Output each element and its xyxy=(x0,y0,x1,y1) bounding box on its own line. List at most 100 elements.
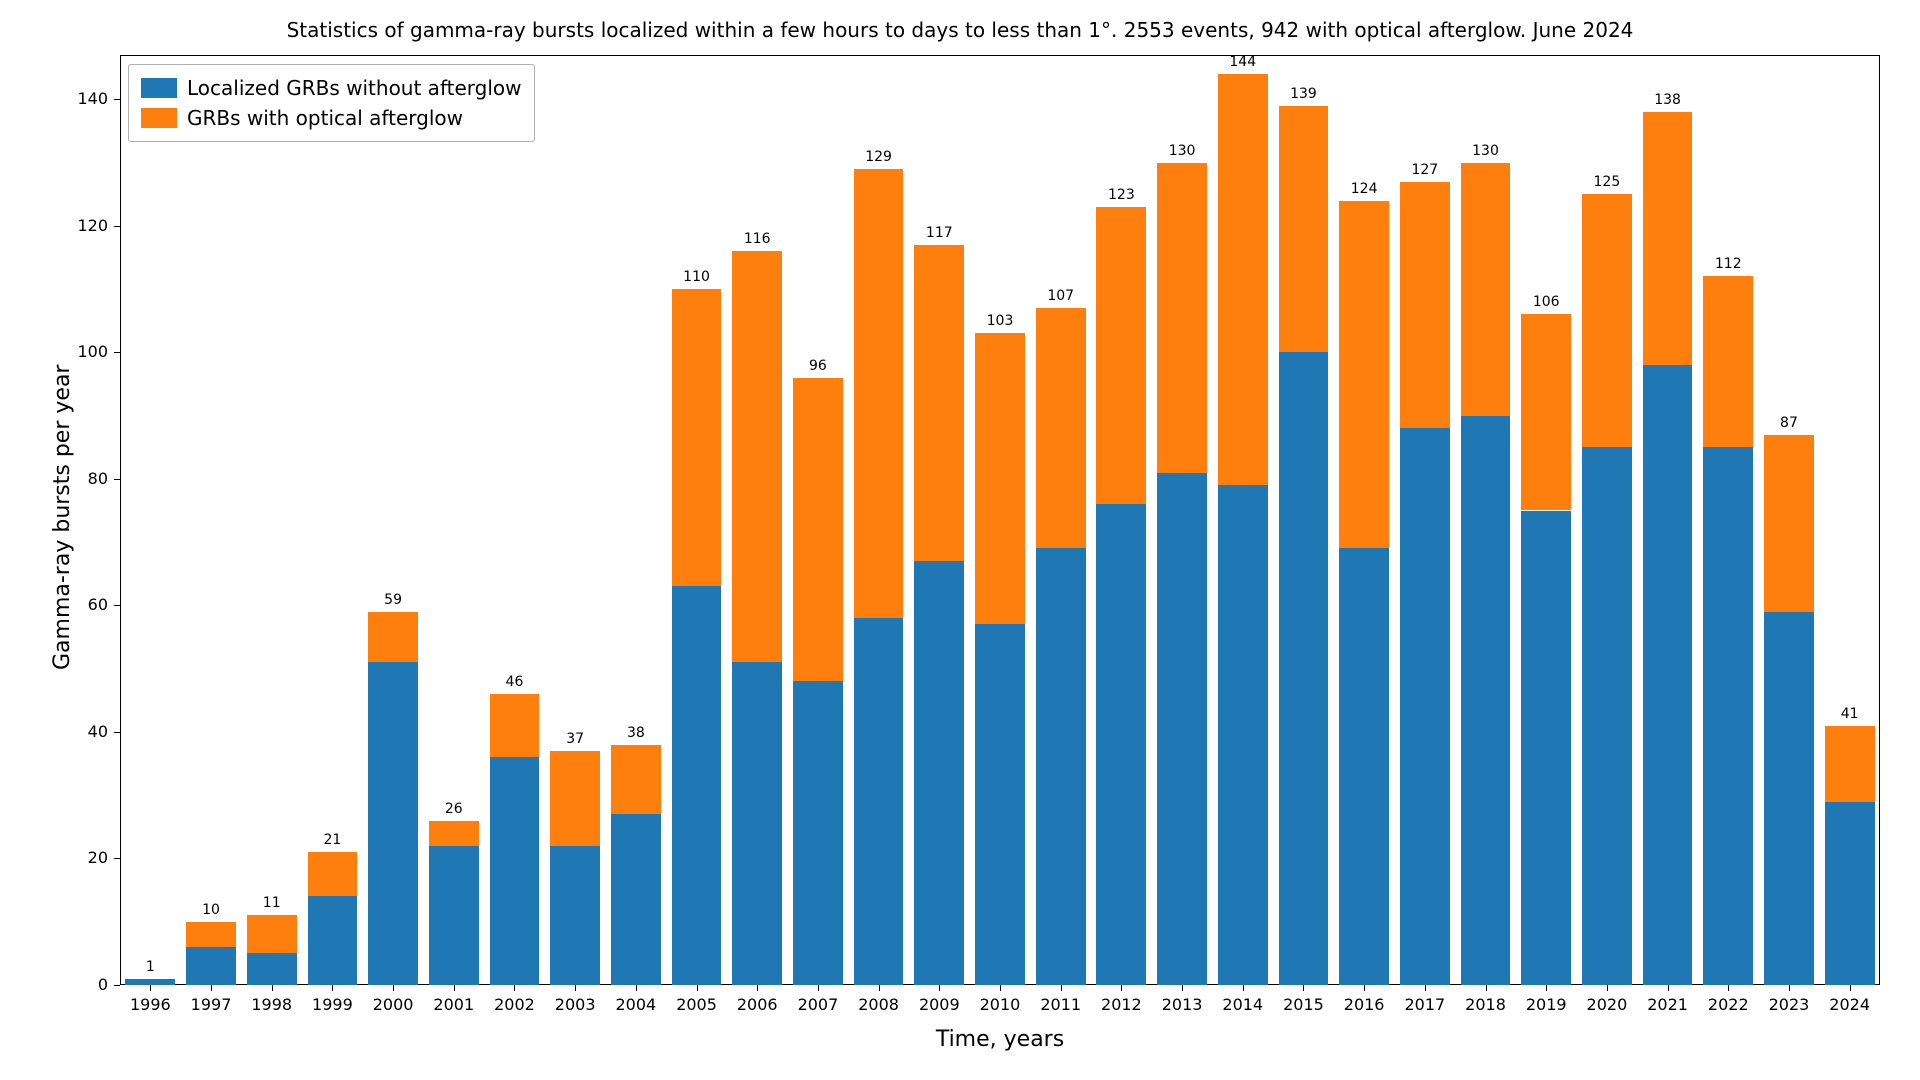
bar-with-afterglow xyxy=(1461,163,1511,416)
x-tick xyxy=(1668,985,1669,991)
y-tick xyxy=(114,732,120,733)
bar-total-label: 112 xyxy=(1698,256,1758,272)
bar-with-afterglow xyxy=(1825,726,1875,802)
bar-with-afterglow xyxy=(1764,435,1814,612)
bar-total-label: 106 xyxy=(1516,294,1576,310)
bar-with-afterglow xyxy=(672,289,722,586)
bar-without-afterglow xyxy=(1218,485,1268,985)
bar-without-afterglow xyxy=(1703,447,1753,985)
x-tick-label: 2017 xyxy=(1394,995,1455,1014)
bar-without-afterglow xyxy=(368,662,418,985)
y-tick-label: 40 xyxy=(64,722,108,741)
bar-total-label: 138 xyxy=(1638,92,1698,108)
x-tick xyxy=(393,985,394,991)
bar-without-afterglow xyxy=(1764,612,1814,985)
bar-without-afterglow xyxy=(732,662,782,985)
x-tick-label: 2016 xyxy=(1334,995,1395,1014)
x-tick xyxy=(1061,985,1062,991)
x-tick-label: 2004 xyxy=(606,995,667,1014)
x-tick-label: 2023 xyxy=(1759,995,1820,1014)
bar-total-label: 125 xyxy=(1577,174,1637,190)
x-tick-label: 2008 xyxy=(848,995,909,1014)
x-tick xyxy=(211,985,212,991)
x-tick xyxy=(1364,985,1365,991)
bar-without-afterglow xyxy=(1643,365,1693,985)
bar-without-afterglow xyxy=(1521,511,1571,985)
bar-total-label: 10 xyxy=(181,902,241,918)
x-tick xyxy=(818,985,819,991)
x-tick-label: 2015 xyxy=(1273,995,1334,1014)
bar-with-afterglow xyxy=(1339,201,1389,549)
y-tick xyxy=(114,99,120,100)
x-tick xyxy=(1546,985,1547,991)
x-tick-label: 2002 xyxy=(484,995,545,1014)
x-tick xyxy=(1182,985,1183,991)
y-tick-label: 20 xyxy=(64,848,108,867)
bar-with-afterglow xyxy=(247,915,297,953)
bar-total-label: 21 xyxy=(302,832,362,848)
x-tick xyxy=(454,985,455,991)
bar-without-afterglow xyxy=(1339,548,1389,985)
x-tick xyxy=(1000,985,1001,991)
y-tick-label: 0 xyxy=(64,975,108,994)
y-tick-label: 100 xyxy=(64,342,108,361)
x-tick-label: 2011 xyxy=(1030,995,1091,1014)
bar-total-label: 1 xyxy=(120,959,180,975)
bar-total-label: 11 xyxy=(242,895,302,911)
x-tick-label: 2020 xyxy=(1577,995,1638,1014)
x-tick-label: 2005 xyxy=(666,995,727,1014)
bar-total-label: 103 xyxy=(970,313,1030,329)
chart-container: Statistics of gamma-ray bursts localized… xyxy=(0,0,1920,1080)
bar-without-afterglow xyxy=(1279,352,1329,985)
x-tick-label: 2000 xyxy=(363,995,424,1014)
legend-label: Localized GRBs without afterglow xyxy=(187,73,522,103)
x-tick-label: 2001 xyxy=(423,995,484,1014)
bar-with-afterglow xyxy=(1521,314,1571,510)
bar-total-label: 124 xyxy=(1334,181,1394,197)
bar-with-afterglow xyxy=(914,245,964,561)
bar-with-afterglow xyxy=(854,169,904,618)
bar-with-afterglow xyxy=(1582,194,1632,447)
bar-without-afterglow xyxy=(975,624,1025,985)
bar-without-afterglow xyxy=(1825,802,1875,985)
bar-total-label: 144 xyxy=(1213,54,1273,70)
x-tick-label: 1998 xyxy=(241,995,302,1014)
bar-total-label: 38 xyxy=(606,725,666,741)
x-tick xyxy=(1486,985,1487,991)
bar-without-afterglow xyxy=(186,947,236,985)
x-tick-label: 2021 xyxy=(1637,995,1698,1014)
bar-without-afterglow xyxy=(1096,504,1146,985)
bar-without-afterglow xyxy=(672,586,722,985)
x-tick xyxy=(1728,985,1729,991)
x-axis-label: Time, years xyxy=(120,1027,1880,1052)
x-tick-label: 2014 xyxy=(1212,995,1273,1014)
bar-with-afterglow xyxy=(1643,112,1693,365)
x-tick-label: 2012 xyxy=(1091,995,1152,1014)
bar-total-label: 46 xyxy=(484,674,544,690)
legend-label: GRBs with optical afterglow xyxy=(187,103,463,133)
bar-without-afterglow xyxy=(308,896,358,985)
bar-total-label: 117 xyxy=(909,225,969,241)
bar-total-label: 26 xyxy=(424,801,484,817)
legend-swatch xyxy=(141,108,177,128)
bar-without-afterglow xyxy=(1036,548,1086,985)
bar-total-label: 116 xyxy=(727,231,787,247)
chart-title: Statistics of gamma-ray bursts localized… xyxy=(0,18,1920,42)
x-tick xyxy=(514,985,515,991)
y-tick-label: 80 xyxy=(64,469,108,488)
bar-without-afterglow xyxy=(429,846,479,985)
bar-total-label: 41 xyxy=(1820,706,1880,722)
bar-total-label: 96 xyxy=(788,358,848,374)
x-tick xyxy=(1303,985,1304,991)
bar-without-afterglow xyxy=(1582,447,1632,985)
x-tick-label: 1996 xyxy=(120,995,181,1014)
bar-total-label: 130 xyxy=(1456,143,1516,159)
bar-without-afterglow xyxy=(914,561,964,985)
x-tick-label: 2019 xyxy=(1516,995,1577,1014)
x-tick xyxy=(757,985,758,991)
x-tick xyxy=(272,985,273,991)
bar-total-label: 107 xyxy=(1031,288,1091,304)
y-tick xyxy=(114,858,120,859)
x-tick-label: 2024 xyxy=(1819,995,1880,1014)
x-tick-label: 1997 xyxy=(181,995,242,1014)
